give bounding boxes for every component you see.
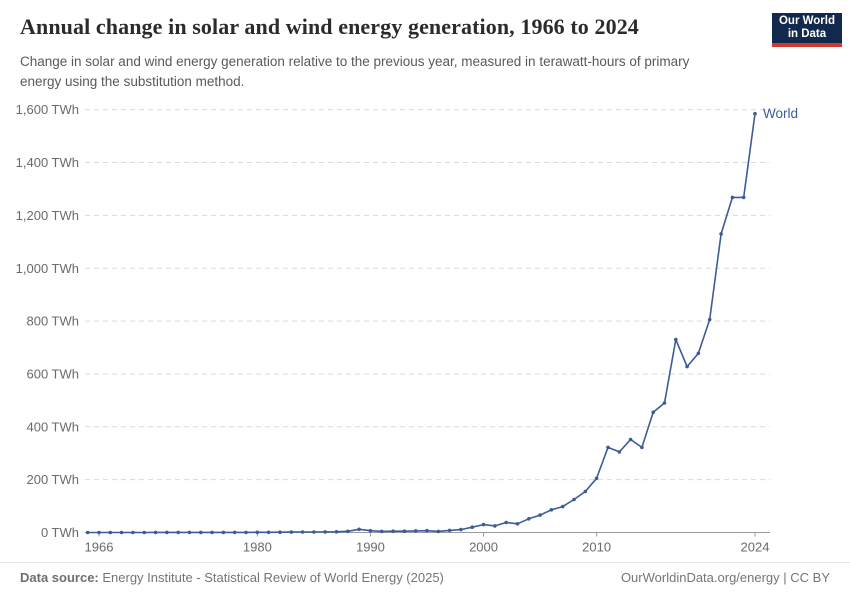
data-point[interactable] xyxy=(131,530,135,535)
data-point[interactable] xyxy=(97,530,101,535)
data-point[interactable] xyxy=(707,317,712,322)
footer: Data source: Energy Institute - Statisti… xyxy=(0,570,850,585)
data-point[interactable] xyxy=(527,517,531,521)
data-point[interactable] xyxy=(594,476,599,481)
data-point[interactable] xyxy=(187,530,192,535)
x-axis-tick-label: 1990 xyxy=(356,540,385,555)
data-point[interactable] xyxy=(119,530,124,535)
data-point[interactable] xyxy=(357,527,361,532)
data-point[interactable] xyxy=(165,530,169,535)
data-point[interactable] xyxy=(606,445,610,450)
data-point[interactable] xyxy=(108,530,113,535)
data-point[interactable] xyxy=(85,530,90,535)
y-axis-tick-label: 200 TWh xyxy=(26,472,79,487)
data-point[interactable] xyxy=(413,529,418,533)
data-point[interactable] xyxy=(312,530,316,534)
y-axis-tick-label: 1,600 TWh xyxy=(16,102,79,117)
series-line[interactable] xyxy=(86,112,756,534)
data-point[interactable] xyxy=(255,530,260,535)
data-point[interactable] xyxy=(323,530,328,534)
data-point[interactable] xyxy=(244,530,248,535)
data-point[interactable] xyxy=(583,489,588,494)
data-point[interactable] xyxy=(176,530,180,535)
data-point[interactable] xyxy=(232,530,237,535)
data-source-label: Data source: xyxy=(20,570,99,585)
data-point[interactable] xyxy=(572,497,576,502)
data-point[interactable] xyxy=(391,529,395,533)
data-point[interactable] xyxy=(436,529,441,534)
data-point[interactable] xyxy=(730,195,735,200)
data-source-text: Energy Institute - Statistical Review of… xyxy=(98,570,444,585)
data-point[interactable] xyxy=(549,508,554,512)
y-axis-tick-label: 1,400 TWh xyxy=(16,155,79,170)
owid-logo[interactable]: Our World in Data xyxy=(772,13,842,47)
y-axis-tick-label: 600 TWh xyxy=(26,366,79,381)
data-point[interactable] xyxy=(685,364,689,369)
data-point[interactable] xyxy=(334,530,339,534)
data-point[interactable] xyxy=(221,530,226,535)
data-point[interactable] xyxy=(651,410,655,415)
data-point[interactable] xyxy=(266,530,271,535)
y-axis-tick-label: 0 TWh xyxy=(41,525,79,540)
y-axis-tick-label: 400 TWh xyxy=(26,419,79,434)
data-point[interactable] xyxy=(674,337,678,342)
data-point[interactable] xyxy=(447,528,452,533)
data-point[interactable] xyxy=(560,504,565,509)
series-entity-label[interactable]: World xyxy=(763,106,798,121)
data-point[interactable] xyxy=(425,528,429,533)
footer-divider xyxy=(0,562,850,563)
data-point[interactable] xyxy=(719,232,723,236)
data-point[interactable] xyxy=(142,530,146,535)
data-point[interactable] xyxy=(210,530,214,535)
data-point[interactable] xyxy=(662,401,667,405)
data-point[interactable] xyxy=(696,351,701,356)
x-axis-tick-label: 2024 xyxy=(741,540,770,555)
data-point[interactable] xyxy=(153,530,158,535)
x-axis-tick-label: 1980 xyxy=(243,540,272,555)
data-point[interactable] xyxy=(199,530,203,535)
data-point[interactable] xyxy=(617,450,622,454)
data-point[interactable] xyxy=(741,195,746,200)
data-point[interactable] xyxy=(278,530,282,534)
data-point[interactable] xyxy=(368,528,373,533)
data-point[interactable] xyxy=(300,530,305,534)
data-point[interactable] xyxy=(459,527,463,532)
data-source-line[interactable]: Data source: Energy Institute - Statisti… xyxy=(20,570,444,585)
data-point[interactable] xyxy=(753,111,757,116)
x-axis-tick-label: 2010 xyxy=(582,540,611,555)
chart-title: Annual change in solar and wind energy g… xyxy=(20,14,639,39)
data-point[interactable] xyxy=(515,522,520,526)
y-axis-tick-label: 1,000 TWh xyxy=(16,261,79,276)
data-point[interactable] xyxy=(481,522,486,527)
y-axis-tick-label: 1,200 TWh xyxy=(16,208,79,223)
data-point[interactable] xyxy=(640,445,644,450)
data-point[interactable] xyxy=(346,529,350,534)
x-axis-tick-label: 2000 xyxy=(469,540,498,555)
x-axis-tick-label: 1966 xyxy=(85,540,114,555)
y-axis-tick-label: 800 TWh xyxy=(26,314,79,329)
owid-logo-text: Our World in Data xyxy=(778,15,835,40)
chart-subtitle: Change in solar and wind energy generati… xyxy=(20,54,690,89)
data-point[interactable] xyxy=(402,529,407,533)
data-point[interactable] xyxy=(504,520,509,525)
data-point[interactable] xyxy=(470,525,475,529)
data-point[interactable] xyxy=(538,513,542,517)
data-point[interactable] xyxy=(493,524,497,528)
data-point[interactable] xyxy=(289,530,294,534)
data-point[interactable] xyxy=(380,529,384,534)
data-point[interactable] xyxy=(628,437,633,442)
owid-license-link[interactable]: OurWorldinData.org/energy | CC BY xyxy=(620,570,830,585)
